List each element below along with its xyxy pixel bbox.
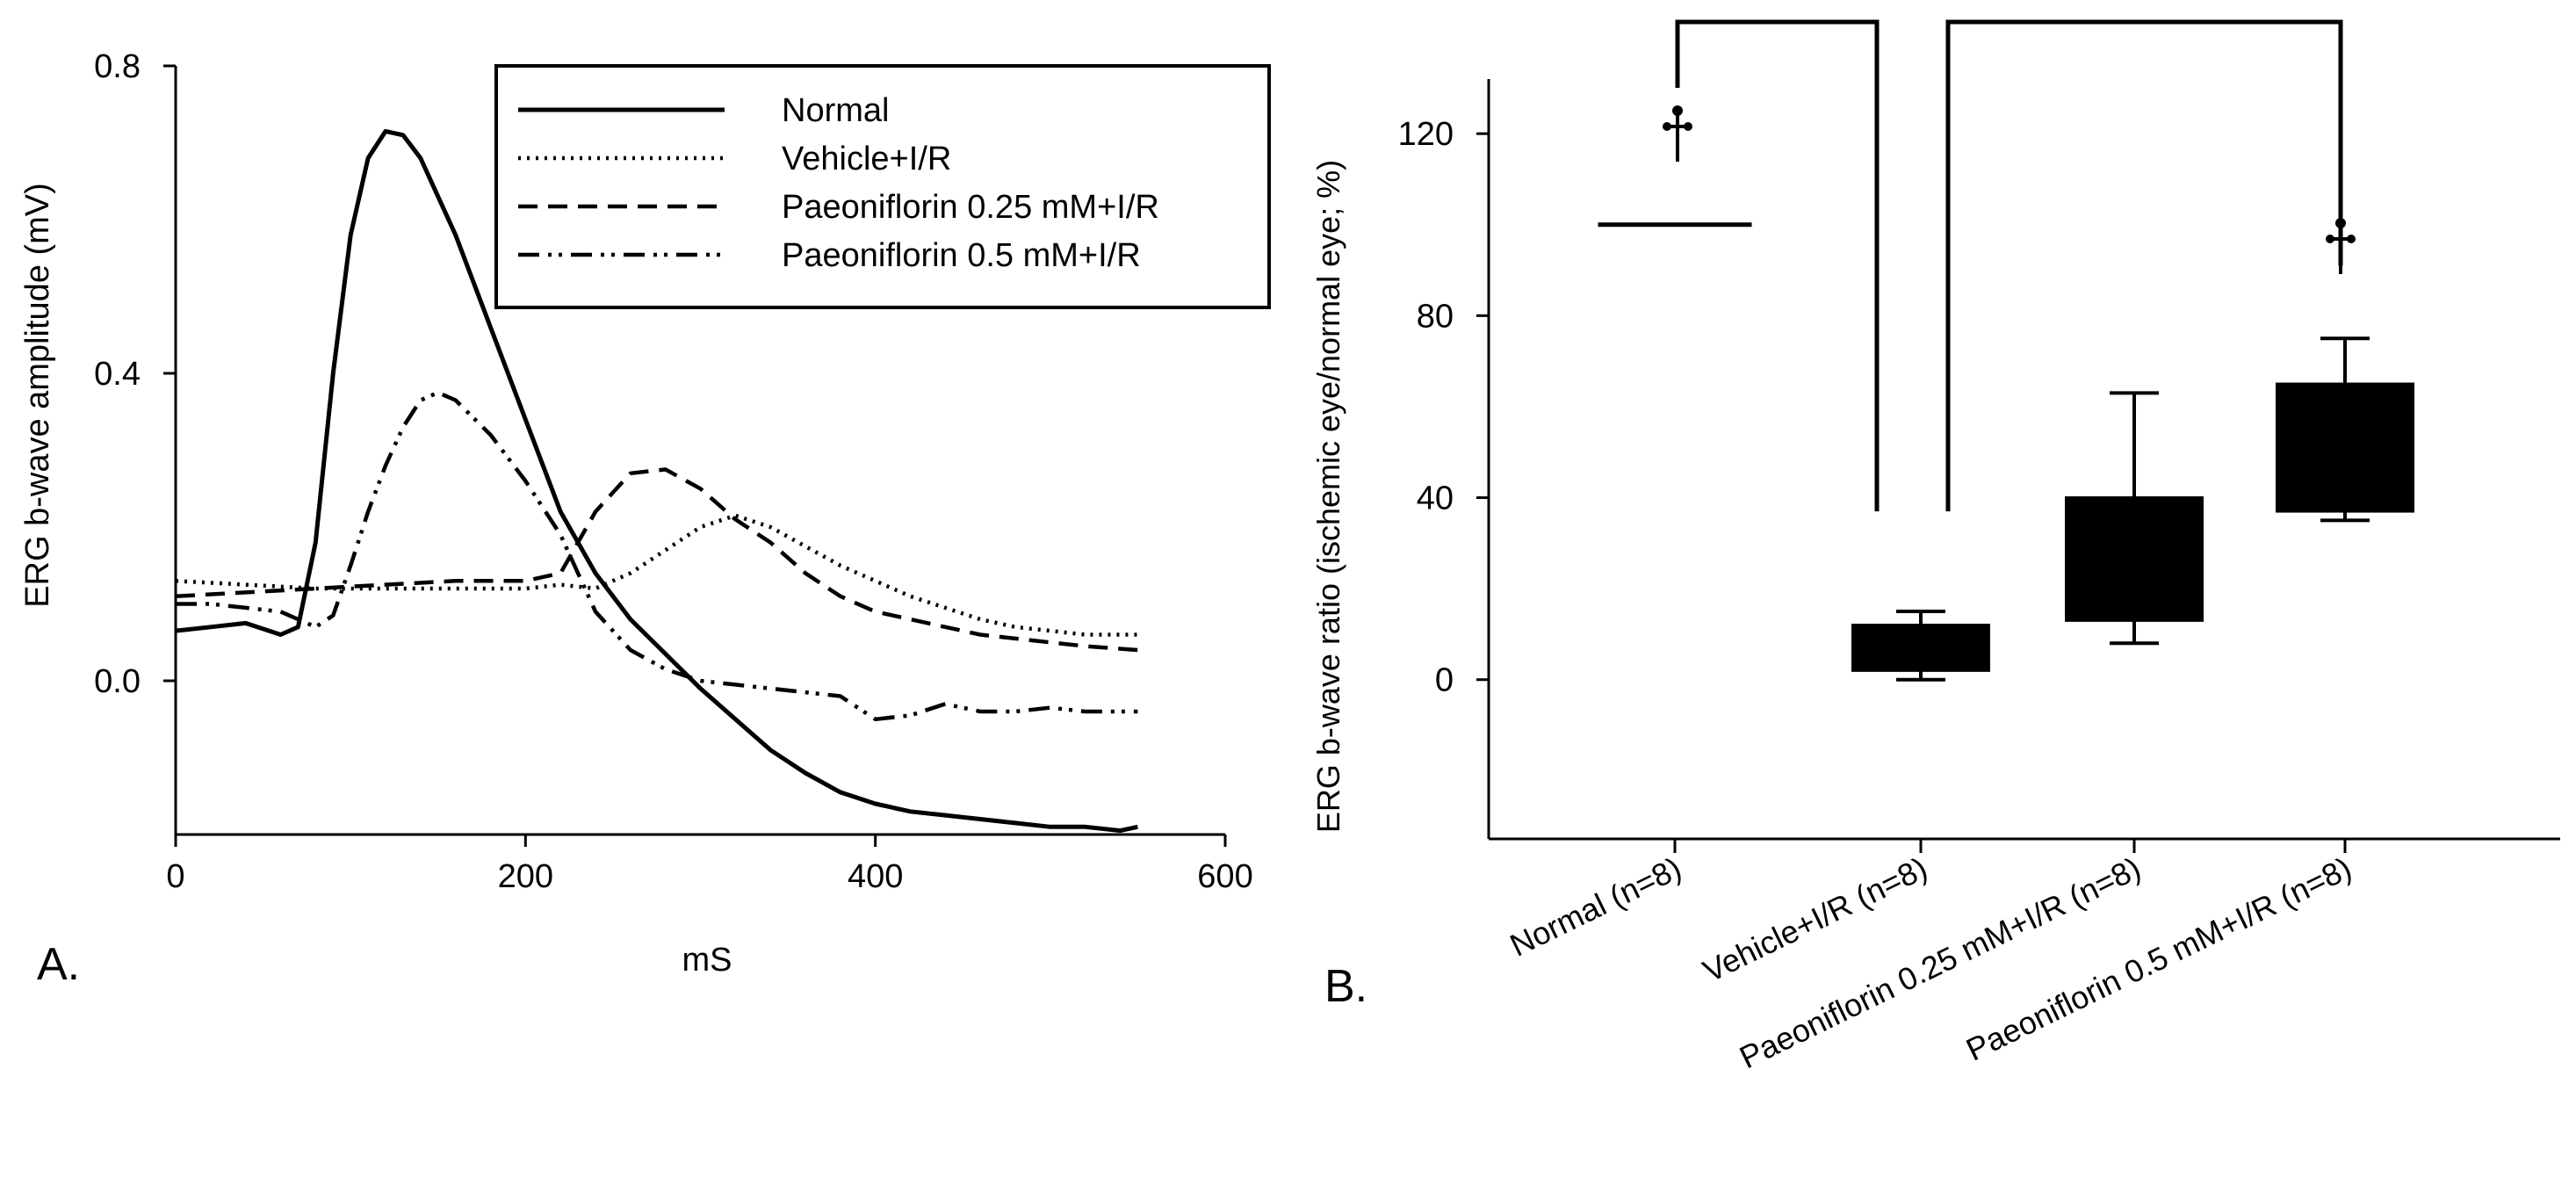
- panel-a-y-tick-label: 0.4: [94, 356, 141, 393]
- panel-b-box-body: [2065, 496, 2204, 622]
- panel-b-ylabel: ERG b-wave ratio (ischemic eye/normal ey…: [1310, 160, 1346, 833]
- panel-a-legend-label-3: Paeoniflorin 0.5 mM+I/R: [782, 237, 1141, 274]
- panel-b-significance: [1663, 19, 2356, 512]
- panel-a-legend-label-0: Normal: [782, 92, 889, 129]
- panel-a-axes: 0 200 400 600 0.0 0.4 0.8: [94, 48, 1253, 895]
- panel-a-y-tick-label: 0.0: [94, 663, 141, 700]
- panel-b-box-1: [1851, 610, 1990, 682]
- panel-a-x-tick-label: 600: [1197, 858, 1252, 895]
- panel-a-legend-box: [494, 64, 1271, 309]
- panel-a-series: [175, 128, 1138, 834]
- dagger-left: [1663, 122, 1671, 131]
- dagger-head: [1672, 105, 1683, 116]
- dagger-right: [1684, 122, 1692, 131]
- panel-b-y-tick-label: 40: [1417, 481, 1454, 517]
- panel-b-box-body: [2276, 382, 2414, 513]
- panel-b-bracket-normal-vehicle: [1675, 19, 1880, 512]
- panel-b-category-label-0: Normal (n=8): [1504, 849, 1687, 963]
- panel-a-legend-label-2: Paeoniflorin 0.25 mM+I/R: [782, 189, 1159, 226]
- panel-b-bracket-vehicle-pae05: [1945, 19, 2343, 512]
- panel-a-ylabel: ERG b-wave amplitude (mV): [19, 183, 56, 608]
- panel-b-letter: B.: [1324, 961, 1367, 1012]
- panel-b-dagger-normal: [1663, 105, 1692, 162]
- panel-a-x-tick-label: 200: [498, 858, 553, 895]
- dagger-head: [2335, 218, 2346, 228]
- panel-b-boxes: [1598, 222, 2414, 682]
- bracket-line: [1945, 19, 2343, 512]
- panel-b-dagger-pae05: [2326, 218, 2356, 274]
- panel-b-y-tick-label: 80: [1417, 298, 1454, 335]
- panel-a-line-chart: 0 200 400 600 0.0 0.4 0.8 Normal Vehicle+I/R Pae…: [19, 48, 1271, 990]
- panel-a-series-line-2: [175, 467, 1138, 653]
- panel-b-box-3: [2276, 336, 2414, 523]
- panel-a-xlabel: mS: [682, 942, 732, 979]
- panel-a-series-line-3: [176, 390, 1138, 722]
- panel-b-box-2: [2065, 391, 2204, 646]
- panel-a-series-line-0: [175, 128, 1138, 834]
- dagger-left: [2326, 235, 2334, 243]
- panel-a-x-tick-label: 400: [848, 858, 903, 895]
- dagger-right: [2347, 235, 2356, 243]
- bracket-line: [1675, 19, 1880, 512]
- panel-a-x-tick-label: 0: [166, 858, 184, 895]
- panel-a-series-line-1: [175, 513, 1138, 637]
- panel-b-category-label-2: Paeoniflorin 0.25 mM+I/R (n=8): [1734, 849, 2146, 1075]
- panel-b-category-label-3: Paeoniflorin 0.5 mM+I/R (n=8): [1960, 849, 2356, 1067]
- panel-a-y-tick-label: 0.8: [94, 48, 141, 85]
- panel-b-box-body: [1851, 624, 1990, 672]
- panel-a-legend: Normal Vehicle+I/R Paeoniflorin 0.25 mM+I/…: [494, 64, 1271, 309]
- panel-b-y-tick-label: 120: [1398, 116, 1454, 153]
- panel-a-letter: A.: [37, 939, 80, 990]
- panel-a-legend-label-1: Vehicle+I/R: [782, 141, 951, 177]
- panel-b-y-tick-label: 0: [1435, 662, 1454, 699]
